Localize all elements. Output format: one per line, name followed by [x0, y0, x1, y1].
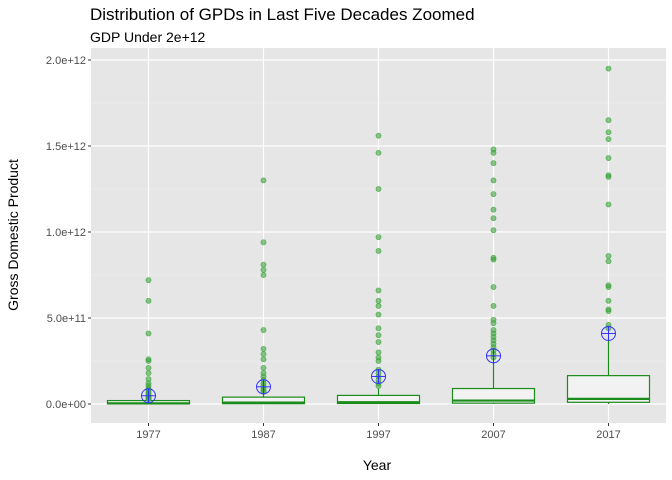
outlier-point	[375, 297, 382, 304]
outlier-point	[605, 129, 612, 136]
y-tick-label: 1.5e+12	[46, 141, 86, 153]
outlier-point	[605, 136, 612, 143]
x-axis: 1977 1987 1997 2007 2017	[136, 423, 621, 441]
outlier-point	[490, 284, 497, 290]
box-iqr	[336, 394, 421, 405]
x-tick-label: 1977	[136, 429, 160, 441]
outlier-point	[145, 297, 152, 304]
outlier-point	[605, 258, 612, 265]
outlier-point	[490, 206, 497, 213]
y-tick-label: 2.0e+12	[46, 55, 86, 67]
outlier-point	[605, 308, 612, 315]
outlier-point	[605, 284, 612, 290]
outlier-point	[605, 253, 612, 259]
outlier-point	[145, 364, 152, 371]
outlier-point	[605, 155, 612, 161]
outlier-point	[375, 149, 382, 156]
outlier-point	[490, 227, 497, 234]
outlier-point	[260, 272, 267, 278]
points-layer	[145, 65, 612, 403]
outlier-point	[375, 248, 382, 254]
outlier-point	[375, 383, 382, 389]
x-tick-label: 1997	[366, 429, 390, 441]
outlier-point	[145, 370, 152, 376]
outlier-point	[490, 215, 497, 222]
y-tick-label: 0.0e+00	[46, 399, 86, 411]
outlier-point	[375, 358, 382, 364]
outlier-point	[490, 160, 497, 167]
outlier-point	[490, 320, 497, 327]
outlier-point	[375, 303, 382, 309]
outlier-point	[605, 201, 612, 208]
outlier-point	[605, 65, 612, 72]
outlier-point	[260, 239, 267, 246]
outlier-point	[490, 149, 497, 156]
outlier-point	[375, 325, 382, 332]
means-layer	[141, 325, 616, 404]
outlier-point	[145, 330, 152, 337]
outlier-point	[145, 277, 152, 284]
outlier-point	[375, 349, 382, 356]
x-tick-label: 2007	[481, 429, 505, 441]
y-axis-title: Gross Domestic Product	[5, 159, 21, 311]
y-tick-label: 5.0e+11	[47, 313, 86, 325]
outlier-point	[605, 117, 612, 124]
outlier-point	[375, 339, 382, 345]
outlier-point	[260, 266, 267, 273]
outlier-point	[375, 332, 382, 339]
outlier-point	[375, 234, 382, 241]
outlier-point	[260, 346, 267, 352]
outlier-point	[490, 177, 497, 184]
outlier-point	[375, 132, 382, 139]
chart-subtitle: GDP Under 2e+12	[90, 29, 206, 45]
y-tick-label: 1.0e+12	[46, 227, 86, 239]
outlier-point	[260, 351, 267, 358]
outlier-point	[260, 356, 267, 363]
x-tick-label: 1987	[251, 429, 275, 441]
outlier-point	[375, 311, 382, 318]
x-tick-label: 2017	[596, 429, 620, 441]
x-axis-title: Year	[363, 457, 392, 473]
outlier-point	[490, 303, 497, 309]
outlier-point	[260, 261, 267, 268]
outlier-point	[605, 174, 612, 180]
outlier-point	[490, 191, 497, 198]
outlier-point	[375, 287, 382, 294]
outlier-point	[605, 297, 612, 304]
outlier-point	[260, 177, 267, 184]
outlier-point	[260, 364, 267, 371]
outlier-point	[490, 256, 497, 263]
outlier-point	[260, 327, 267, 333]
outlier-point	[375, 186, 382, 192]
y-axis: 0.0e+00 5.0e+11 1.0e+12 1.5e+12 2.0e+12	[46, 55, 91, 411]
chart-title: Distribution of GPDs in Last Five Decade…	[90, 5, 475, 24]
outlier-point	[145, 358, 152, 364]
